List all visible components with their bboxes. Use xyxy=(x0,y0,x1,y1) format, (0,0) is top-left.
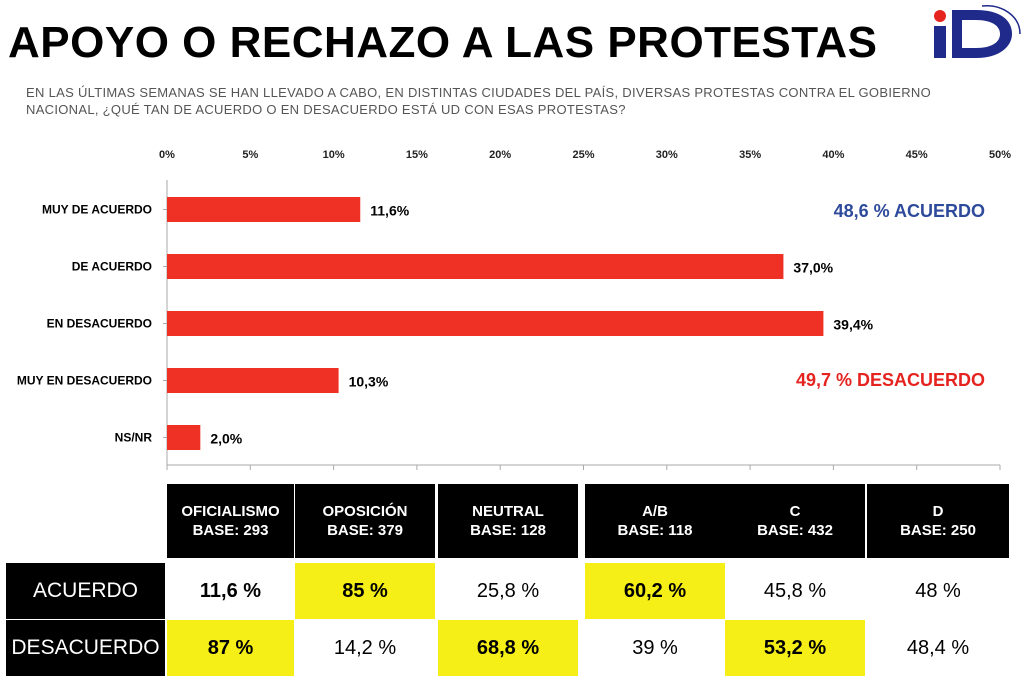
column-header-base: BASE: 128 xyxy=(470,522,546,539)
bar xyxy=(167,254,784,279)
row-label: ACUERDO xyxy=(6,563,165,619)
column-header-base: BASE: 432 xyxy=(757,522,833,539)
data-label: 39,4% xyxy=(833,317,873,333)
column-header-name: OPOSICIÓN xyxy=(322,503,408,520)
x-tick-label: 30% xyxy=(656,149,678,161)
table-cell: 85 % xyxy=(295,563,435,619)
column-header-name: D xyxy=(932,503,944,520)
table-cell: 14,2 % xyxy=(333,636,397,659)
x-tick-label: 35% xyxy=(739,149,761,161)
data-label: 11,6% xyxy=(370,203,409,219)
column-header-name: OFICIALISMO xyxy=(181,503,280,520)
column-header: D BASE: 250 xyxy=(867,484,1009,558)
data-label: 37,0% xyxy=(793,260,833,276)
table-cell: 45,8 % xyxy=(763,579,827,602)
page-title: APOYO O RECHAZO A LAS PROTESTAS xyxy=(8,18,878,67)
bar xyxy=(167,197,361,222)
column-header-name: A/B xyxy=(642,503,668,520)
table-cell: 53,2 % xyxy=(725,620,865,676)
x-tick-label: 45% xyxy=(906,149,928,161)
row-label: DESACUERDO xyxy=(6,620,165,676)
bar xyxy=(167,311,824,336)
x-tick-label: 40% xyxy=(822,149,844,161)
x-tick-label: 25% xyxy=(572,149,594,161)
table-cell: 60,2 % xyxy=(585,563,725,619)
column-header: C BASE: 432 xyxy=(725,484,865,558)
table-cell: 48,4 % xyxy=(906,636,970,659)
column-header: NEUTRAL BASE: 128 xyxy=(438,484,578,558)
column-header-name: NEUTRAL xyxy=(472,503,544,520)
brand-logo-icon xyxy=(934,5,1021,58)
data-label: 10,3% xyxy=(349,374,389,390)
column-header-base: BASE: 293 xyxy=(192,522,269,539)
table-cell: 87 % xyxy=(167,620,294,676)
table-cell: 39 % xyxy=(632,636,678,659)
column-header-base: BASE: 118 xyxy=(617,522,693,539)
table-cell: 25,8 % xyxy=(476,579,540,602)
bar xyxy=(167,368,339,393)
table-cell: 48 % xyxy=(915,579,961,602)
data-label: 2,0% xyxy=(210,431,242,447)
column-header-base: BASE: 250 xyxy=(900,522,976,539)
category-label: MUY DE ACUERDO xyxy=(42,203,152,217)
bar-chart: 0% 5% 10% 15% 20% 25% 30% 35% 40% 45% 50% MUY DE AC… xyxy=(17,149,1011,470)
category-label: DE ACUERDO xyxy=(72,260,152,274)
column-header: A/B BASE: 118 xyxy=(585,484,725,558)
x-tick-label: 10% xyxy=(323,149,345,161)
x-tick-label: 15% xyxy=(406,149,428,161)
x-tick-label: 5% xyxy=(242,149,258,161)
category-label: EN DESACUERDO xyxy=(47,317,152,331)
table-cell: 11,6 % xyxy=(199,579,262,602)
acuerdo-total-annotation: 48,6 % ACUERDO xyxy=(834,201,985,221)
x-tick-label: 20% xyxy=(489,149,511,161)
x-tick-label: 0% xyxy=(159,149,175,161)
column-header-base: BASE: 379 xyxy=(327,522,403,539)
column-header: OFICIALISMO BASE: 293 xyxy=(167,484,294,558)
table-cell: 68,8 % xyxy=(438,620,578,676)
category-label: NS/NR xyxy=(115,431,153,445)
x-tick-label: 50% xyxy=(989,149,1011,161)
desacuerdo-total-annotation: 49,7 % DESACUERDO xyxy=(796,370,985,390)
column-header: OPOSICIÓN BASE: 379 xyxy=(295,484,435,558)
bar xyxy=(167,425,201,450)
category-label: MUY EN DESACUERDO xyxy=(17,374,152,388)
column-header-name: C xyxy=(789,503,801,520)
question-text: EN LAS ÚLTIMAS SEMANAS SE HAN LLEVADO A … xyxy=(26,85,931,117)
